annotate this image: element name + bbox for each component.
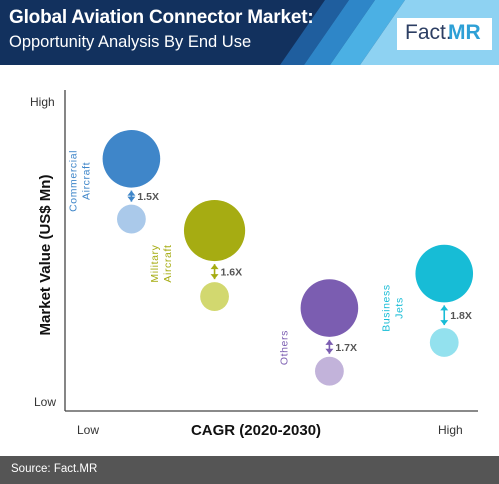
growth-multiplier-commercial-aircraft: 1.5X	[137, 191, 159, 203]
bubble-future-business-jets	[429, 328, 459, 357]
series-label-commercial-aircraft-1: Commercial	[68, 150, 80, 212]
y-axis-title: Market Value (US$ Mn)	[37, 175, 54, 336]
growth-arrow-head-down-military-aircraft	[210, 274, 219, 280]
bubble-future-others	[315, 356, 344, 386]
bubble-chart: High Low Low High CAGR (2020-2030) Market Val…	[30, 90, 478, 439]
logo-text-mr: MR	[448, 21, 481, 44]
growth-multiplier-others: 1.7X	[335, 342, 357, 354]
growth-arrow-head-up-commercial-aircraft	[127, 190, 136, 196]
bubble-future-commercial-aircraft	[116, 204, 146, 234]
series-label-commercial-aircraft-2: Aircraft	[81, 162, 93, 200]
x-tick-label-high: High	[438, 423, 463, 437]
series-label-military-aircraft-1: Military	[149, 244, 161, 282]
growth-arrow-head-up-business-jets	[440, 305, 449, 311]
series-label-military-aircraft-2: Aircraft	[162, 245, 174, 283]
header-banner: Global Aviation Connector Market: Opport…	[0, 0, 499, 65]
growth-multiplier-military-aircraft: 1.6X	[221, 267, 243, 279]
logo-text-fact: Fact.	[405, 21, 452, 44]
page-title: Global Aviation Connector Market:	[9, 7, 314, 28]
series-label-business-jets-1: Business	[380, 284, 392, 331]
series-label-others-1: Others	[279, 330, 291, 365]
page-subtitle: Opportunity Analysis By End Use	[9, 33, 252, 51]
bubble-current-commercial-aircraft	[102, 129, 161, 188]
bubble-future-military-aircraft	[200, 282, 229, 311]
x-tick-label-low: Low	[77, 423, 99, 437]
bubble-current-others	[300, 279, 359, 337]
growth-arrow-head-down-commercial-aircraft	[127, 196, 136, 202]
growth-multiplier-business-jets: 1.8X	[450, 310, 472, 322]
y-tick-label-low: Low	[34, 395, 56, 409]
growth-arrow-head-up-military-aircraft	[210, 264, 219, 270]
series-label-business-jets-2: Jets	[393, 297, 405, 319]
y-tick-label-high: High	[30, 95, 55, 109]
growth-arrow-head-up-others	[325, 339, 334, 345]
x-axis-title: CAGR (2020-2030)	[191, 422, 321, 439]
bubble-current-military-aircraft	[183, 199, 246, 262]
source-footer: Source: Fact.MR	[0, 456, 499, 484]
bubble-current-business-jets	[415, 244, 474, 303]
factmr-logo: Fact. MR	[397, 18, 492, 50]
growth-arrow-head-down-others	[325, 348, 334, 354]
growth-arrow-head-down-business-jets	[440, 320, 449, 326]
source-text: Source: Fact.MR	[11, 463, 98, 475]
